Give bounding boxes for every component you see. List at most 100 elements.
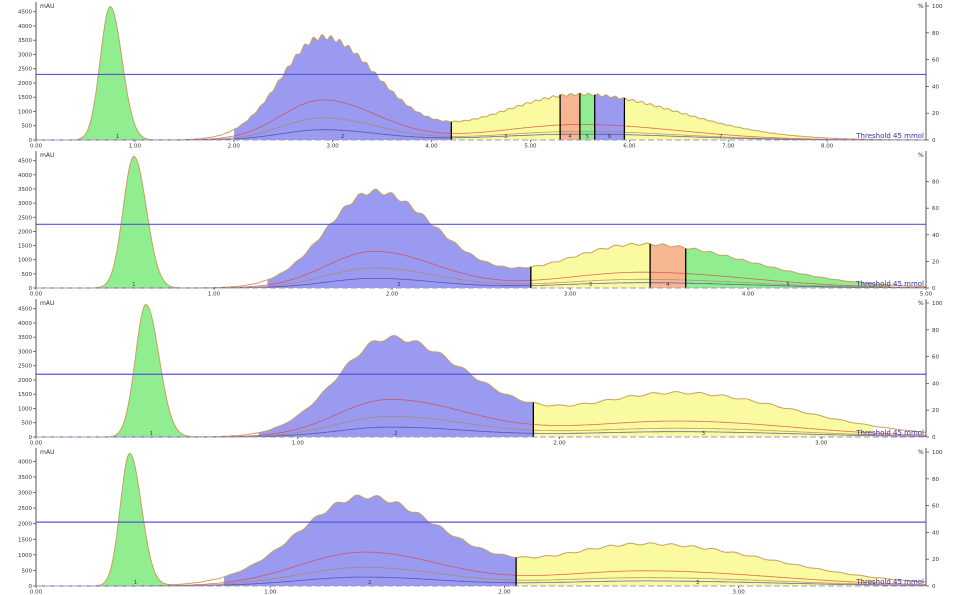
red-trace [36,551,926,587]
fraction-5-area [685,248,891,288]
y-tick-left-label: 2500 [18,364,32,370]
y-tick-left-label: 4500 [18,307,32,313]
fraction-5-label: 5 [786,282,789,288]
y-tick-right-label: 0 [932,286,936,292]
x-tick-label: 0.00 [30,441,43,447]
y-tick-right-label: 80 [932,180,939,186]
y-tick-left-label: 2000 [18,378,32,384]
fraction-1-area [80,6,155,141]
y-tick-left-label: 0 [29,435,33,441]
y-tick-left-label: 2000 [18,81,32,87]
x-tick-label: 1.00 [264,590,277,595]
y-tick-right-label: 40 [932,233,939,239]
threshold-label: Threshold 45 mmol [855,132,924,140]
fraction-1-label: 1 [132,282,135,288]
threshold-label: Threshold 45 mmol [855,429,924,437]
y-tick-right-label: 40 [932,381,939,387]
fraction-1-label: 1 [150,431,153,437]
y-axis-right-label: % [918,449,924,456]
fraction-3-area [451,95,561,140]
x-tick-label: 6.00 [623,144,636,150]
fraction-7-label: 7 [719,134,722,140]
x-tick-label: 8.00 [821,144,834,150]
fraction-4-area [650,243,686,288]
x-tick-label: 3.00 [564,292,577,298]
x-tick-label: 4.00 [742,292,755,298]
y-tick-left-label: 1500 [18,537,32,543]
y-axis-right-label: % [918,152,924,159]
fraction-2-label: 2 [341,134,344,140]
y-tick-left-label: 3000 [18,491,32,497]
y-axis-left-label: mAU [40,152,54,159]
y-tick-left-label: 0 [29,286,33,292]
y-tick-left-label: 0 [29,138,33,144]
fraction-1-area [94,453,177,586]
y-tick-right-label: 0 [932,584,936,590]
x-tick-label: 0.00 [30,144,43,150]
y-tick-left-label: 1000 [18,258,32,264]
y-tick-left-label: 2000 [18,229,32,235]
y-tick-right-label: 40 [932,530,939,536]
y-tick-left-label: 1500 [18,392,32,398]
y-tick-left-label: 1000 [18,109,32,115]
fraction-4-label: 4 [666,282,669,288]
y-tick-left-label: 2000 [18,522,32,528]
fraction-3-area [516,542,880,586]
fraction-4-label: 4 [568,134,571,140]
signal-outline [36,304,927,438]
fraction-3-label: 3 [702,431,705,437]
y-tick-left-label: 4500 [18,10,32,16]
x-tick-label: 1.00 [292,441,305,447]
y-tick-right-label: 0 [932,435,936,441]
y-tick-left-label: 4000 [18,321,32,327]
fraction-4-area [560,93,580,140]
y-axis-right-label: % [918,3,924,10]
x-tick-label: 0.00 [30,590,43,595]
y-tick-left-label: 3500 [18,475,32,481]
fraction-2-label: 2 [394,431,397,437]
x-tick-label: 2.00 [386,292,399,298]
fraction-1-area [109,304,194,437]
x-tick-label: 2.00 [553,441,566,447]
x-tick-label: 2.00 [228,144,241,150]
y-tick-left-label: 4000 [18,24,32,30]
y-tick-left-label: 3000 [18,201,32,207]
y-tick-right-label: 20 [932,408,939,414]
y-tick-right-label: 80 [932,477,939,483]
fraction-6-area [594,94,625,140]
x-tick-label: 7.00 [722,144,735,150]
y-tick-left-label: 4000 [18,459,32,465]
fraction-2-label: 2 [368,580,371,586]
fraction-3-area [533,391,874,437]
y-axis-right-label: % [918,300,924,307]
y-tick-right-label: 60 [932,504,939,510]
y-tick-left-label: 3500 [18,335,32,341]
y-tick-right-label: 0 [932,138,936,144]
x-tick-label: 3.00 [327,144,340,150]
chromatogram-panel-3: 1 2 3 Threshold 45 mmolmAU45004000350030002… [18,299,943,447]
y-tick-right-label: 20 [932,557,939,563]
fraction-2-label: 2 [398,282,401,288]
y-tick-right-label: 60 [932,355,939,361]
fraction-2-area [233,34,452,140]
y-axis-left-label: mAU [40,300,54,307]
fraction-1-label: 1 [116,134,119,140]
y-tick-left-label: 3500 [18,187,32,193]
y-tick-right-label: 60 [932,58,939,64]
fraction-1-area [89,156,179,288]
y-tick-right-label: 100 [932,4,943,10]
threshold-label: Threshold 45 mmol [855,578,924,586]
y-tick-left-label: 1000 [18,553,32,559]
y-tick-left-label: 3500 [18,38,32,44]
threshold-label: Threshold 45 mmol [855,280,924,288]
y-tick-left-label: 1000 [18,406,32,412]
chromatogram-panel-2: 1 2 3 4 5 Threshold 45 mmolmAU450040003500300… [18,151,939,298]
chromatogram-panel-1: 1 2 3 4 5 6 7 Threshold 45 mmolmAU4500400035003… [18,2,943,150]
fraction-2-area [223,495,517,586]
x-tick-label: 4.00 [425,144,438,150]
fraction-5-label: 5 [586,134,589,140]
fraction-3-label: 3 [696,580,699,586]
y-tick-left-label: 2500 [18,215,32,221]
y-tick-left-label: 1500 [18,244,32,250]
